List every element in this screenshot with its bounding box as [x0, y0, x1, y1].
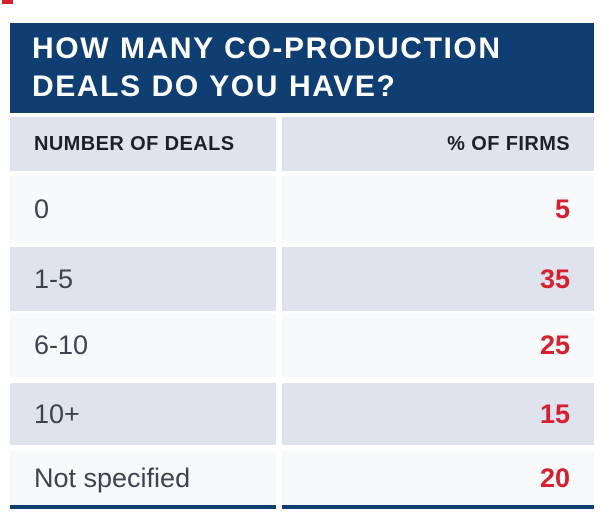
column-header-row: NUMBER OF DEALS % OF FIRMS — [10, 117, 594, 171]
table-title-bar: HOW MANY CO-PRODUCTION DEALS DO YOU HAVE… — [10, 23, 594, 113]
deals-cell: 6-10 — [10, 314, 276, 377]
table-row: Not specified 20 — [10, 451, 594, 509]
deals-cell: Not specified — [10, 451, 276, 509]
table-row: 1-5 35 — [10, 247, 594, 311]
row-label: 6-10 — [34, 330, 89, 360]
percent-cell: 15 — [282, 383, 594, 445]
deals-cell: 1-5 — [10, 247, 276, 311]
row-label: 1-5 — [34, 263, 74, 294]
table-row: 0 5 — [10, 176, 594, 243]
column-header-label: % OF FIRMS — [447, 132, 570, 155]
column-header-label: NUMBER OF DEALS — [34, 132, 235, 155]
table-container: HOW MANY CO-PRODUCTION DEALS DO YOU HAVE… — [10, 23, 594, 509]
table-title-line2: DEALS DO YOU HAVE? — [32, 70, 397, 103]
row-label: Not specified — [34, 462, 191, 493]
percent-cell: 5 — [282, 176, 594, 243]
row-value: 5 — [554, 194, 570, 224]
percent-cell: 20 — [282, 451, 594, 509]
table-row: 6-10 25 — [10, 314, 594, 377]
row-label: 0 — [34, 194, 50, 224]
percent-cell: 35 — [282, 247, 594, 311]
row-value: 15 — [539, 398, 570, 429]
row-value: 20 — [539, 462, 570, 493]
row-label: 10+ — [34, 398, 80, 429]
percent-cell: 25 — [282, 314, 594, 377]
table-title-line1: HOW MANY CO-PRODUCTION — [32, 32, 502, 65]
page-edge-mark — [2, 0, 13, 4]
deals-cell: 0 — [10, 176, 276, 243]
table-row: 10+ 15 — [10, 383, 594, 445]
row-value: 35 — [539, 263, 570, 294]
row-value: 25 — [539, 330, 570, 360]
column-header-percent-of-firms: % OF FIRMS — [282, 117, 594, 171]
column-header-number-of-deals: NUMBER OF DEALS — [10, 117, 276, 171]
deals-cell: 10+ — [10, 383, 276, 445]
